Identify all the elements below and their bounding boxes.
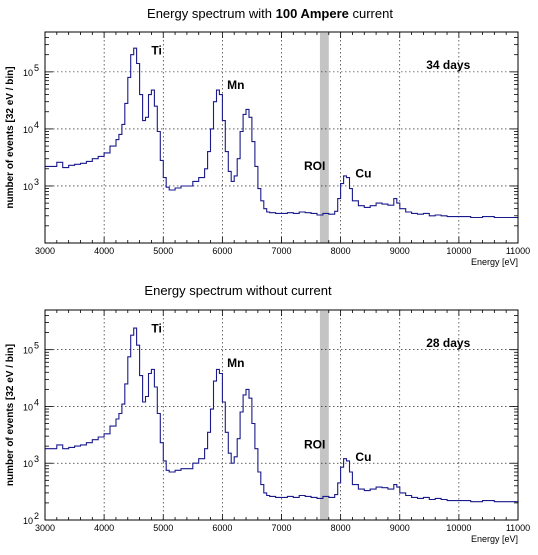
y-tick-base: 10 xyxy=(23,516,33,526)
x-tick-label: 9000 xyxy=(390,523,410,533)
y-tick-exponent: 3 xyxy=(34,454,39,464)
y-tick-label: 10 xyxy=(23,125,33,135)
y-tick-exponent: 5 xyxy=(34,341,39,351)
peak-label-cu: Cu xyxy=(355,450,371,464)
x-tick-label: 4000 xyxy=(94,523,114,533)
y-tick-exponent: 2 xyxy=(34,511,39,521)
y-tick-base: 10 xyxy=(23,182,33,192)
peak-label-ti: Ti xyxy=(151,322,161,336)
roi-band xyxy=(319,311,329,520)
series-line-1 xyxy=(45,327,519,503)
y-tick-base: 10 xyxy=(23,125,33,135)
exposure-days-label: 28 days xyxy=(426,336,470,350)
y-tick-exponent: 4 xyxy=(34,120,39,130)
peak-label-cu: Cu xyxy=(355,167,371,181)
series-line-1 xyxy=(45,47,519,219)
y-axis-label: number of events [32 eV / bin] xyxy=(5,66,16,208)
y-tick-label: 10 xyxy=(23,182,33,192)
chart-title-part: Energy spectrum without current xyxy=(144,283,332,298)
x-tick-label: 5000 xyxy=(153,246,173,256)
x-tick-label: 3000 xyxy=(35,246,55,256)
y-tick-exponent: 3 xyxy=(34,177,39,187)
exposure-days-label: 34 days xyxy=(426,58,470,72)
y-tick-base: 10 xyxy=(23,346,33,356)
chart-title-part: current xyxy=(349,6,393,21)
x-tick-label: 10000 xyxy=(446,523,471,533)
peak-label-mn: Mn xyxy=(227,78,244,92)
y-tick-base: 10 xyxy=(23,402,33,412)
x-tick-label: 7000 xyxy=(271,523,291,533)
x-tick-label: 5000 xyxy=(153,523,173,533)
chart-title-part: 100 Ampere xyxy=(276,6,349,21)
chart-title: Energy spectrum without current xyxy=(144,283,332,298)
peak-label-mn: Mn xyxy=(227,356,244,370)
x-axis-label: Energy [eV] xyxy=(471,257,518,267)
roi-band xyxy=(319,33,329,243)
y-tick-label: 10 xyxy=(23,68,33,78)
x-tick-label: 3000 xyxy=(35,523,55,533)
y-tick-base: 10 xyxy=(23,68,33,78)
peak-label-roi: ROI xyxy=(304,159,325,173)
y-tick-label: 10 xyxy=(23,346,33,356)
x-tick-label: 6000 xyxy=(212,246,232,256)
y-tick-base: 10 xyxy=(23,459,33,469)
chart-panel-1: Energy spectrum with 100 Ampere current 3… xyxy=(5,6,530,267)
chart-title: Energy spectrum with 100 Ampere current xyxy=(147,6,393,21)
x-tick-label: 8000 xyxy=(331,523,351,533)
peak-label-roi: ROI xyxy=(304,438,325,452)
x-tick-label: 6000 xyxy=(212,523,232,533)
x-tick-label: 10000 xyxy=(446,246,471,256)
y-tick-exponent: 5 xyxy=(34,63,39,73)
y-axis-label: number of events [32 eV / bin] xyxy=(5,344,16,486)
x-tick-label: 7000 xyxy=(271,246,291,256)
x-tick-label: 4000 xyxy=(94,246,114,256)
y-tick-exponent: 4 xyxy=(34,397,39,407)
y-tick-label: 10 xyxy=(23,402,33,412)
x-tick-label: 11000 xyxy=(506,523,530,533)
x-tick-label: 9000 xyxy=(390,246,410,256)
x-tick-label: 11000 xyxy=(506,246,530,256)
chart-panel-2: Energy spectrum without current 3000 4000 5… xyxy=(5,283,530,544)
x-tick-label: 8000 xyxy=(331,246,351,256)
y-tick-label: 10 xyxy=(23,459,33,469)
y-tick-label: 10 xyxy=(23,516,33,526)
peak-label-ti: Ti xyxy=(151,44,161,58)
x-axis-label: Energy [eV] xyxy=(471,534,518,544)
chart-title-part: Energy spectrum with xyxy=(147,6,276,21)
